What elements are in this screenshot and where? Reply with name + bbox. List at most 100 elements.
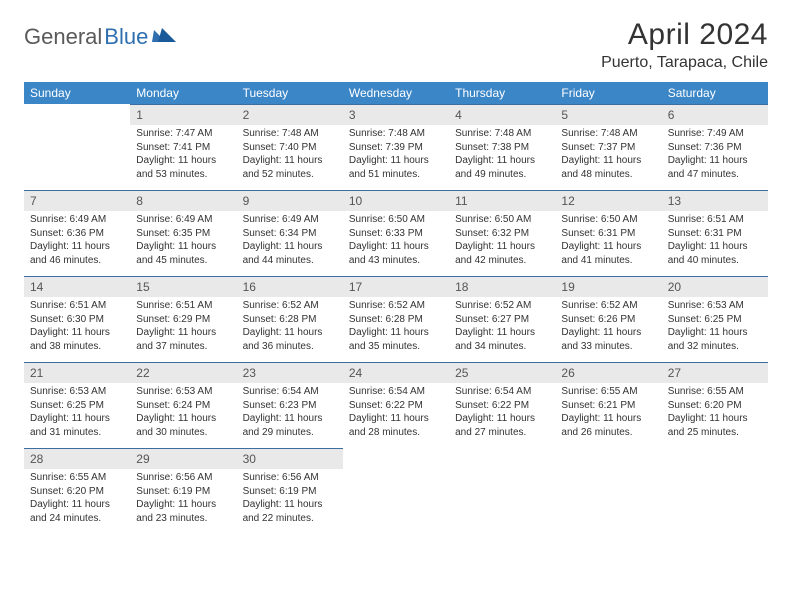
calendar-day-cell: 5Sunrise: 7:48 AMSunset: 7:37 PMDaylight… (555, 104, 661, 190)
calendar-day-cell: 26Sunrise: 6:55 AMSunset: 6:21 PMDayligh… (555, 362, 661, 448)
weekday-header: Sunday (24, 82, 130, 104)
sunrise-text: Sunrise: 6:51 AM (30, 299, 124, 313)
daylight-text: Daylight: 11 hours and 37 minutes. (136, 326, 230, 353)
sunrise-text: Sunrise: 6:49 AM (136, 213, 230, 227)
sunset-text: Sunset: 6:30 PM (30, 313, 124, 327)
daylight-text: Daylight: 11 hours and 53 minutes. (136, 154, 230, 181)
day-details: Sunrise: 6:55 AMSunset: 6:20 PMDaylight:… (662, 383, 768, 443)
daylight-text: Daylight: 11 hours and 49 minutes. (455, 154, 549, 181)
sunset-text: Sunset: 7:39 PM (349, 141, 443, 155)
sunset-text: Sunset: 6:22 PM (349, 399, 443, 413)
sunrise-text: Sunrise: 6:50 AM (561, 213, 655, 227)
sunrise-text: Sunrise: 6:51 AM (136, 299, 230, 313)
sunset-text: Sunset: 6:25 PM (30, 399, 124, 413)
weekday-header: Thursday (449, 82, 555, 104)
header: GeneralBlue April 2024 Puerto, Tarapaca,… (24, 18, 768, 72)
daylight-text: Daylight: 11 hours and 29 minutes. (243, 412, 337, 439)
calendar-week-row: 21Sunrise: 6:53 AMSunset: 6:25 PMDayligh… (24, 362, 768, 448)
sunset-text: Sunset: 6:19 PM (136, 485, 230, 499)
day-details: Sunrise: 6:52 AMSunset: 6:27 PMDaylight:… (449, 297, 555, 357)
weekday-header: Friday (555, 82, 661, 104)
weekday-header: Monday (130, 82, 236, 104)
day-number (449, 448, 555, 453)
calendar-table: Sunday Monday Tuesday Wednesday Thursday… (24, 82, 768, 534)
calendar-day-cell: 22Sunrise: 6:53 AMSunset: 6:24 PMDayligh… (130, 362, 236, 448)
weekday-header: Tuesday (237, 82, 343, 104)
daylight-text: Daylight: 11 hours and 33 minutes. (561, 326, 655, 353)
calendar-day-cell (662, 448, 768, 534)
day-details: Sunrise: 6:50 AMSunset: 6:32 PMDaylight:… (449, 211, 555, 271)
calendar-day-cell: 2Sunrise: 7:48 AMSunset: 7:40 PMDaylight… (237, 104, 343, 190)
day-details: Sunrise: 6:56 AMSunset: 6:19 PMDaylight:… (237, 469, 343, 529)
day-number: 20 (662, 276, 768, 297)
sunset-text: Sunset: 7:36 PM (668, 141, 762, 155)
sunset-text: Sunset: 6:28 PM (349, 313, 443, 327)
sunset-text: Sunset: 6:33 PM (349, 227, 443, 241)
sunrise-text: Sunrise: 6:53 AM (136, 385, 230, 399)
daylight-text: Daylight: 11 hours and 25 minutes. (668, 412, 762, 439)
sunset-text: Sunset: 6:35 PM (136, 227, 230, 241)
day-number (343, 448, 449, 453)
sunrise-text: Sunrise: 6:49 AM (243, 213, 337, 227)
day-number: 6 (662, 104, 768, 125)
day-details: Sunrise: 6:50 AMSunset: 6:33 PMDaylight:… (343, 211, 449, 271)
sunrise-text: Sunrise: 6:52 AM (561, 299, 655, 313)
sunrise-text: Sunrise: 6:53 AM (30, 385, 124, 399)
calendar-day-cell: 25Sunrise: 6:54 AMSunset: 6:22 PMDayligh… (449, 362, 555, 448)
day-number: 19 (555, 276, 661, 297)
day-details: Sunrise: 7:49 AMSunset: 7:36 PMDaylight:… (662, 125, 768, 185)
daylight-text: Daylight: 11 hours and 51 minutes. (349, 154, 443, 181)
day-number: 15 (130, 276, 236, 297)
daylight-text: Daylight: 11 hours and 38 minutes. (30, 326, 124, 353)
sunrise-text: Sunrise: 6:50 AM (455, 213, 549, 227)
calendar-day-cell: 28Sunrise: 6:55 AMSunset: 6:20 PMDayligh… (24, 448, 130, 534)
calendar-day-cell: 16Sunrise: 6:52 AMSunset: 6:28 PMDayligh… (237, 276, 343, 362)
sunrise-text: Sunrise: 6:52 AM (455, 299, 549, 313)
sunset-text: Sunset: 6:26 PM (561, 313, 655, 327)
day-details: Sunrise: 6:53 AMSunset: 6:25 PMDaylight:… (24, 383, 130, 443)
daylight-text: Daylight: 11 hours and 32 minutes. (668, 326, 762, 353)
day-number: 23 (237, 362, 343, 383)
calendar-day-cell: 7Sunrise: 6:49 AMSunset: 6:36 PMDaylight… (24, 190, 130, 276)
day-number: 8 (130, 190, 236, 211)
daylight-text: Daylight: 11 hours and 52 minutes. (243, 154, 337, 181)
flag-icon (152, 26, 178, 49)
sunset-text: Sunset: 6:34 PM (243, 227, 337, 241)
sunset-text: Sunset: 6:31 PM (668, 227, 762, 241)
sunset-text: Sunset: 6:31 PM (561, 227, 655, 241)
day-number: 4 (449, 104, 555, 125)
daylight-text: Daylight: 11 hours and 43 minutes. (349, 240, 443, 267)
calendar-day-cell: 27Sunrise: 6:55 AMSunset: 6:20 PMDayligh… (662, 362, 768, 448)
day-number: 28 (24, 448, 130, 469)
day-details: Sunrise: 6:55 AMSunset: 6:21 PMDaylight:… (555, 383, 661, 443)
sunset-text: Sunset: 6:25 PM (668, 313, 762, 327)
calendar-day-cell (555, 448, 661, 534)
sunrise-text: Sunrise: 6:54 AM (243, 385, 337, 399)
sunset-text: Sunset: 6:32 PM (455, 227, 549, 241)
day-number: 17 (343, 276, 449, 297)
sunset-text: Sunset: 7:37 PM (561, 141, 655, 155)
sunset-text: Sunset: 6:20 PM (30, 485, 124, 499)
calendar-day-cell: 23Sunrise: 6:54 AMSunset: 6:23 PMDayligh… (237, 362, 343, 448)
day-number: 3 (343, 104, 449, 125)
sunset-text: Sunset: 7:41 PM (136, 141, 230, 155)
calendar-day-cell: 10Sunrise: 6:50 AMSunset: 6:33 PMDayligh… (343, 190, 449, 276)
daylight-text: Daylight: 11 hours and 31 minutes. (30, 412, 124, 439)
sunset-text: Sunset: 6:36 PM (30, 227, 124, 241)
daylight-text: Daylight: 11 hours and 47 minutes. (668, 154, 762, 181)
day-number: 18 (449, 276, 555, 297)
day-details: Sunrise: 6:53 AMSunset: 6:25 PMDaylight:… (662, 297, 768, 357)
day-details: Sunrise: 6:54 AMSunset: 6:22 PMDaylight:… (343, 383, 449, 443)
brand-name-2: Blue (104, 24, 148, 50)
sunrise-text: Sunrise: 6:56 AM (136, 471, 230, 485)
sunset-text: Sunset: 7:38 PM (455, 141, 549, 155)
calendar-week-row: 28Sunrise: 6:55 AMSunset: 6:20 PMDayligh… (24, 448, 768, 534)
calendar-day-cell: 15Sunrise: 6:51 AMSunset: 6:29 PMDayligh… (130, 276, 236, 362)
sunrise-text: Sunrise: 7:49 AM (668, 127, 762, 141)
day-number: 30 (237, 448, 343, 469)
sunset-text: Sunset: 6:21 PM (561, 399, 655, 413)
sunrise-text: Sunrise: 6:50 AM (349, 213, 443, 227)
sunrise-text: Sunrise: 6:53 AM (668, 299, 762, 313)
day-details: Sunrise: 6:55 AMSunset: 6:20 PMDaylight:… (24, 469, 130, 529)
day-number: 5 (555, 104, 661, 125)
